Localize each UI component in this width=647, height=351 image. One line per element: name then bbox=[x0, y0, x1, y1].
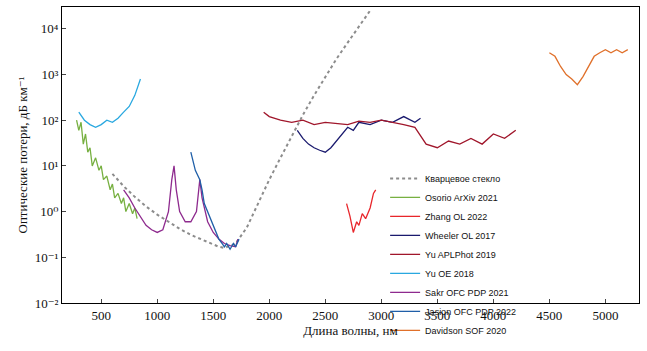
svg-text:3000: 3000 bbox=[368, 308, 394, 323]
svg-text:10⁻¹: 10⁻¹ bbox=[35, 250, 59, 265]
svg-text:10²: 10² bbox=[41, 113, 58, 128]
svg-text:10³: 10³ bbox=[41, 67, 58, 82]
svg-text:2500: 2500 bbox=[312, 308, 338, 323]
svg-text:Osorio ArXiv 2021: Osorio ArXiv 2021 bbox=[425, 193, 498, 203]
svg-text:10⁰: 10⁰ bbox=[40, 204, 58, 219]
svg-text:10⁻²: 10⁻² bbox=[35, 296, 59, 311]
svg-text:4500: 4500 bbox=[536, 308, 562, 323]
svg-text:10¹: 10¹ bbox=[41, 158, 58, 173]
svg-text:Zhang OL 2022: Zhang OL 2022 bbox=[425, 212, 487, 222]
svg-text:Длина волны, нм: Длина волны, нм bbox=[303, 323, 398, 338]
svg-text:500: 500 bbox=[91, 308, 111, 323]
svg-text:2000: 2000 bbox=[256, 308, 282, 323]
svg-text:Wheeler OL 2017: Wheeler OL 2017 bbox=[425, 231, 495, 241]
svg-text:1500: 1500 bbox=[200, 308, 226, 323]
svg-text:Оптические потери, дБ км⁻¹: Оптические потери, дБ км⁻¹ bbox=[15, 76, 30, 233]
svg-text:Yu APLPhot 2019: Yu APLPhot 2019 bbox=[425, 250, 496, 260]
svg-text:1000: 1000 bbox=[144, 308, 170, 323]
svg-text:Кварцевое стекло: Кварцевое стекло bbox=[425, 174, 500, 184]
svg-text:Jasion OFC PDP 2022: Jasion OFC PDP 2022 bbox=[425, 307, 516, 317]
svg-text:10⁴: 10⁴ bbox=[41, 21, 59, 36]
svg-text:5000: 5000 bbox=[592, 308, 618, 323]
svg-text:Yu OE 2018: Yu OE 2018 bbox=[425, 269, 474, 279]
svg-text:Sakr OFC PDP 2021: Sakr OFC PDP 2021 bbox=[425, 288, 508, 298]
svg-text:Davidson SOF 2020: Davidson SOF 2020 bbox=[425, 326, 506, 336]
